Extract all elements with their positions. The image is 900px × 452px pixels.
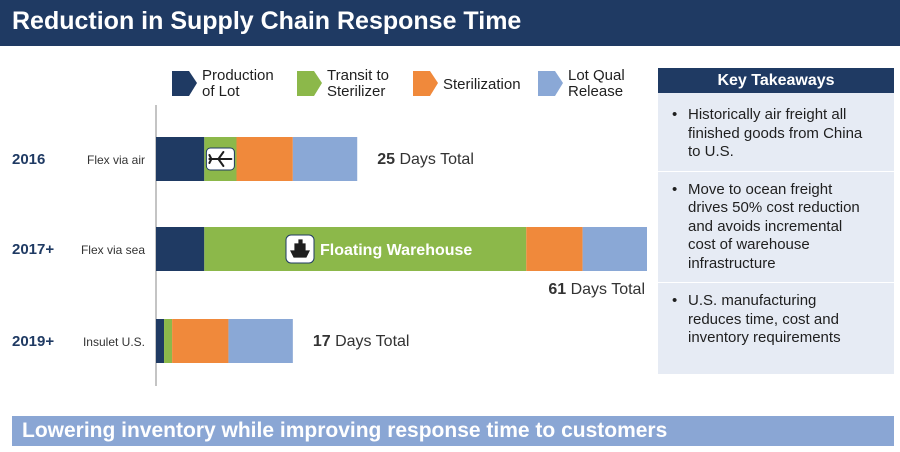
category-sublabel: Insulet U.S. xyxy=(83,335,145,349)
takeaway-line: U.S. manufacturing xyxy=(688,292,817,309)
category-label: 2019+ xyxy=(12,333,54,350)
total-label: 25 Days Total xyxy=(377,151,474,168)
total-label: 61 Days Total xyxy=(548,281,645,298)
bar-segment xyxy=(172,319,229,363)
bar-segment xyxy=(228,319,293,363)
legend-label: Production xyxy=(202,67,274,84)
legend-label: Lot Qual xyxy=(568,67,625,84)
legend-label: Transit to xyxy=(327,67,389,84)
takeaway-divider xyxy=(658,170,894,172)
banner-text: Lowering inventory while improving respo… xyxy=(22,419,668,442)
legend-label: Sterilization xyxy=(443,76,521,93)
legend-label: Sterilizer xyxy=(327,83,385,100)
total-label: 17 Days Total xyxy=(313,333,410,350)
takeaway-divider xyxy=(658,282,894,283)
ship-icon xyxy=(285,234,315,264)
takeaway-item: • U.S. manufacturing reduces time, cost an… xyxy=(658,283,894,357)
legend-label: of Lot xyxy=(202,83,240,100)
bullet-icon: • xyxy=(672,106,678,123)
bar-segment xyxy=(156,137,205,181)
page-title: Reduction in Supply Chain Response Time xyxy=(12,7,522,35)
takeaway-line: reduces time, cost and xyxy=(688,310,839,328)
takeaway-line: and avoids incremental xyxy=(688,217,843,235)
takeaway-item: • Move to ocean freight drives 50% cost re… xyxy=(658,172,894,283)
bar-segment xyxy=(156,227,205,271)
bar-segment xyxy=(292,137,358,181)
legend-swatch xyxy=(172,71,197,96)
takeaway-line: Historically air freight all xyxy=(688,106,847,123)
takeaway-line: to U.S. xyxy=(688,143,734,160)
takeaway-line: drives 50% cost reduction xyxy=(688,199,860,216)
takeaway-line: Move to ocean freight xyxy=(688,180,833,198)
takeaway-line: inventory requirements xyxy=(688,329,841,346)
takeaway-line: infrastructure xyxy=(688,254,776,272)
legend-swatch xyxy=(413,71,438,96)
bullet-icon: • xyxy=(672,180,678,198)
takeaway-item: • Historically air freight all finished go… xyxy=(658,93,894,171)
legend-swatch xyxy=(297,71,322,96)
title-bar: Reduction in Supply Chain Response Time xyxy=(0,0,900,46)
legend-swatch xyxy=(538,71,563,96)
bar-segment xyxy=(156,319,165,363)
bar-segment xyxy=(526,227,583,271)
airplane-icon xyxy=(205,147,235,171)
takeaway-line: cost of warehouse xyxy=(688,236,810,253)
bar-segment xyxy=(204,227,527,271)
category-sublabel: Flex via air xyxy=(87,153,145,167)
category-sublabel: Flex via sea xyxy=(81,243,145,257)
category-label: 2017+ xyxy=(12,241,54,258)
key-takeaways-panel: Key Takeaways • Historically air freight … xyxy=(658,68,894,374)
bullet-icon: • xyxy=(672,292,678,309)
category-label: 2016 xyxy=(12,151,45,168)
bar-segment xyxy=(582,227,647,271)
bottom-banner: Lowering inventory while improving respo… xyxy=(12,416,894,446)
key-takeaways-title: Key Takeaways xyxy=(658,68,894,93)
floating-warehouse-label: Floating Warehouse xyxy=(320,242,472,259)
takeaway-line: finished goods from China xyxy=(688,124,863,142)
bar-segment xyxy=(164,319,173,363)
bar-segment xyxy=(236,137,293,181)
legend-label: Release xyxy=(568,83,623,100)
key-takeaways-list: • Historically air freight all finished go… xyxy=(658,93,894,357)
